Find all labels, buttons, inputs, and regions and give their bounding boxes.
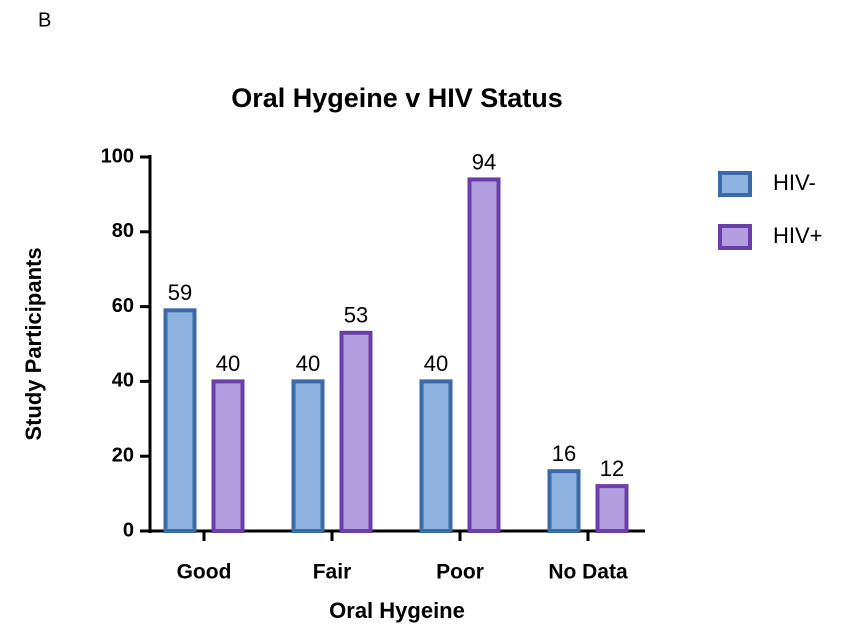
- panel-label: B: [38, 9, 51, 31]
- bar: [291, 379, 325, 533]
- x-tick-label: Good: [177, 561, 232, 584]
- chart-title: Oral Hygeine v HIV Status: [231, 83, 563, 113]
- legend-label: HIV+: [773, 223, 823, 248]
- y-tick-label: 80: [112, 220, 134, 242]
- y-tick-label: 100: [101, 145, 134, 167]
- y-tick-label: 60: [112, 295, 134, 317]
- data-label: 94: [472, 149, 496, 174]
- bar: [211, 379, 245, 533]
- data-label: 40: [424, 351, 448, 376]
- x-tick-label: Fair: [313, 561, 352, 584]
- y-axis-title: Study Participants: [21, 247, 46, 440]
- legend-swatch: [718, 171, 752, 197]
- data-label: 40: [296, 351, 320, 376]
- data-label: 12: [600, 456, 624, 481]
- x-tick-label: No Data: [548, 561, 628, 584]
- legend-swatch: [718, 224, 752, 250]
- bar: [163, 308, 197, 533]
- y-tick-label: 0: [123, 519, 134, 541]
- bar: [595, 484, 629, 533]
- y-tick-label: 20: [112, 444, 134, 466]
- data-label: 40: [216, 351, 240, 376]
- data-label: 16: [552, 441, 576, 466]
- x-axis-title: Oral Hygeine: [329, 598, 465, 623]
- bar: [467, 177, 501, 533]
- bar: [419, 379, 453, 533]
- data-label: 53: [344, 303, 368, 328]
- legend-label: HIV-: [773, 170, 816, 195]
- bar: [547, 469, 581, 534]
- y-tick-label: 40: [112, 370, 134, 392]
- data-label: 59: [168, 280, 192, 305]
- x-tick-label: Poor: [436, 561, 484, 584]
- bar: [339, 330, 373, 533]
